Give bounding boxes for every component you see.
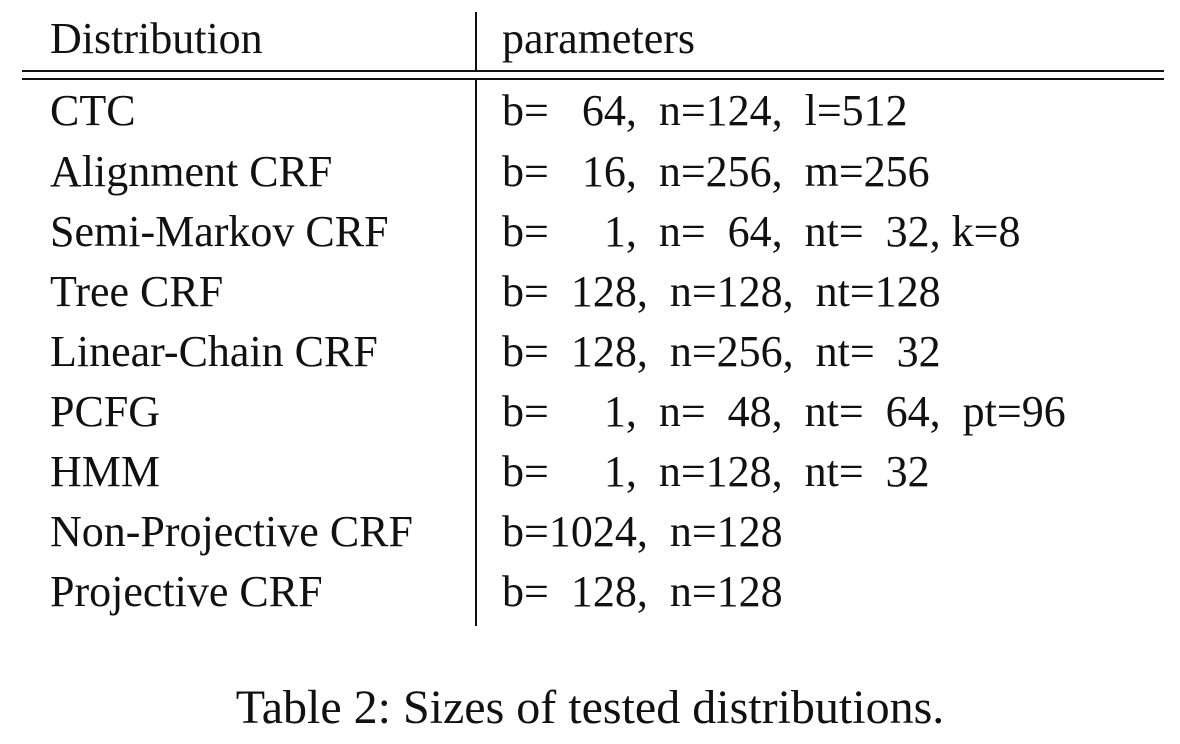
- row-distribution: Projective CRF: [50, 567, 323, 616]
- row-parameters: b= 64, n=124, l=512: [502, 86, 908, 135]
- row-distribution: PCFG: [50, 387, 161, 436]
- table-caption: Table 2: Sizes of tested distributions.: [235, 681, 945, 734]
- row-parameters: b= 128, n=256, nt= 32: [502, 327, 941, 376]
- row-distribution: HMM: [50, 447, 161, 496]
- header-parameters: parameters: [502, 14, 695, 63]
- row-parameters: b= 1, n= 48, nt= 64, pt=96: [502, 387, 1066, 436]
- row-distribution: Non-Projective CRF: [50, 507, 413, 556]
- table-row: HMM b= 1, n=128, nt= 32: [0, 447, 1180, 507]
- table-row: Alignment CRF b= 16, n=256, m=256: [0, 147, 1180, 207]
- row-parameters: b= 128, n=128: [502, 567, 783, 616]
- header-rule-lower: [22, 78, 1164, 80]
- table-row: Projective CRF b= 128, n=128: [0, 567, 1180, 627]
- table-row: Linear-Chain CRF b= 128, n=256, nt= 32: [0, 327, 1180, 387]
- table-header-row: Distribution parameters: [0, 14, 1180, 64]
- table-row: Non-Projective CRF b=1024, n=128: [0, 507, 1180, 567]
- row-distribution: Alignment CRF: [50, 147, 333, 196]
- row-parameters: b= 1, n=128, nt= 32: [502, 447, 930, 496]
- column-divider-header: [475, 12, 477, 70]
- row-distribution: CTC: [50, 86, 136, 135]
- row-parameters: b= 16, n=256, m=256: [502, 147, 930, 196]
- row-parameters: b= 1, n= 64, nt= 32, k=8: [502, 207, 1021, 256]
- header-rule-upper: [22, 70, 1164, 72]
- table-row: PCFG b= 1, n= 48, nt= 64, pt=96: [0, 387, 1180, 447]
- table-row: Semi-Markov CRF b= 1, n= 64, nt= 32, k=8: [0, 207, 1180, 267]
- distribution-table: Distribution parameters CTC b= 64, n=124…: [0, 12, 1180, 627]
- row-parameters: b= 128, n=128, nt=128: [502, 267, 941, 316]
- row-distribution: Linear-Chain CRF: [50, 327, 378, 376]
- row-distribution: Semi-Markov CRF: [50, 207, 389, 256]
- header-distribution: Distribution: [50, 14, 263, 63]
- table-row: Tree CRF b= 128, n=128, nt=128: [0, 267, 1180, 327]
- row-distribution: Tree CRF: [50, 267, 224, 316]
- table-row: CTC b= 64, n=124, l=512: [0, 86, 1180, 146]
- row-parameters: b=1024, n=128: [502, 507, 783, 556]
- column-divider-body: [475, 80, 477, 626]
